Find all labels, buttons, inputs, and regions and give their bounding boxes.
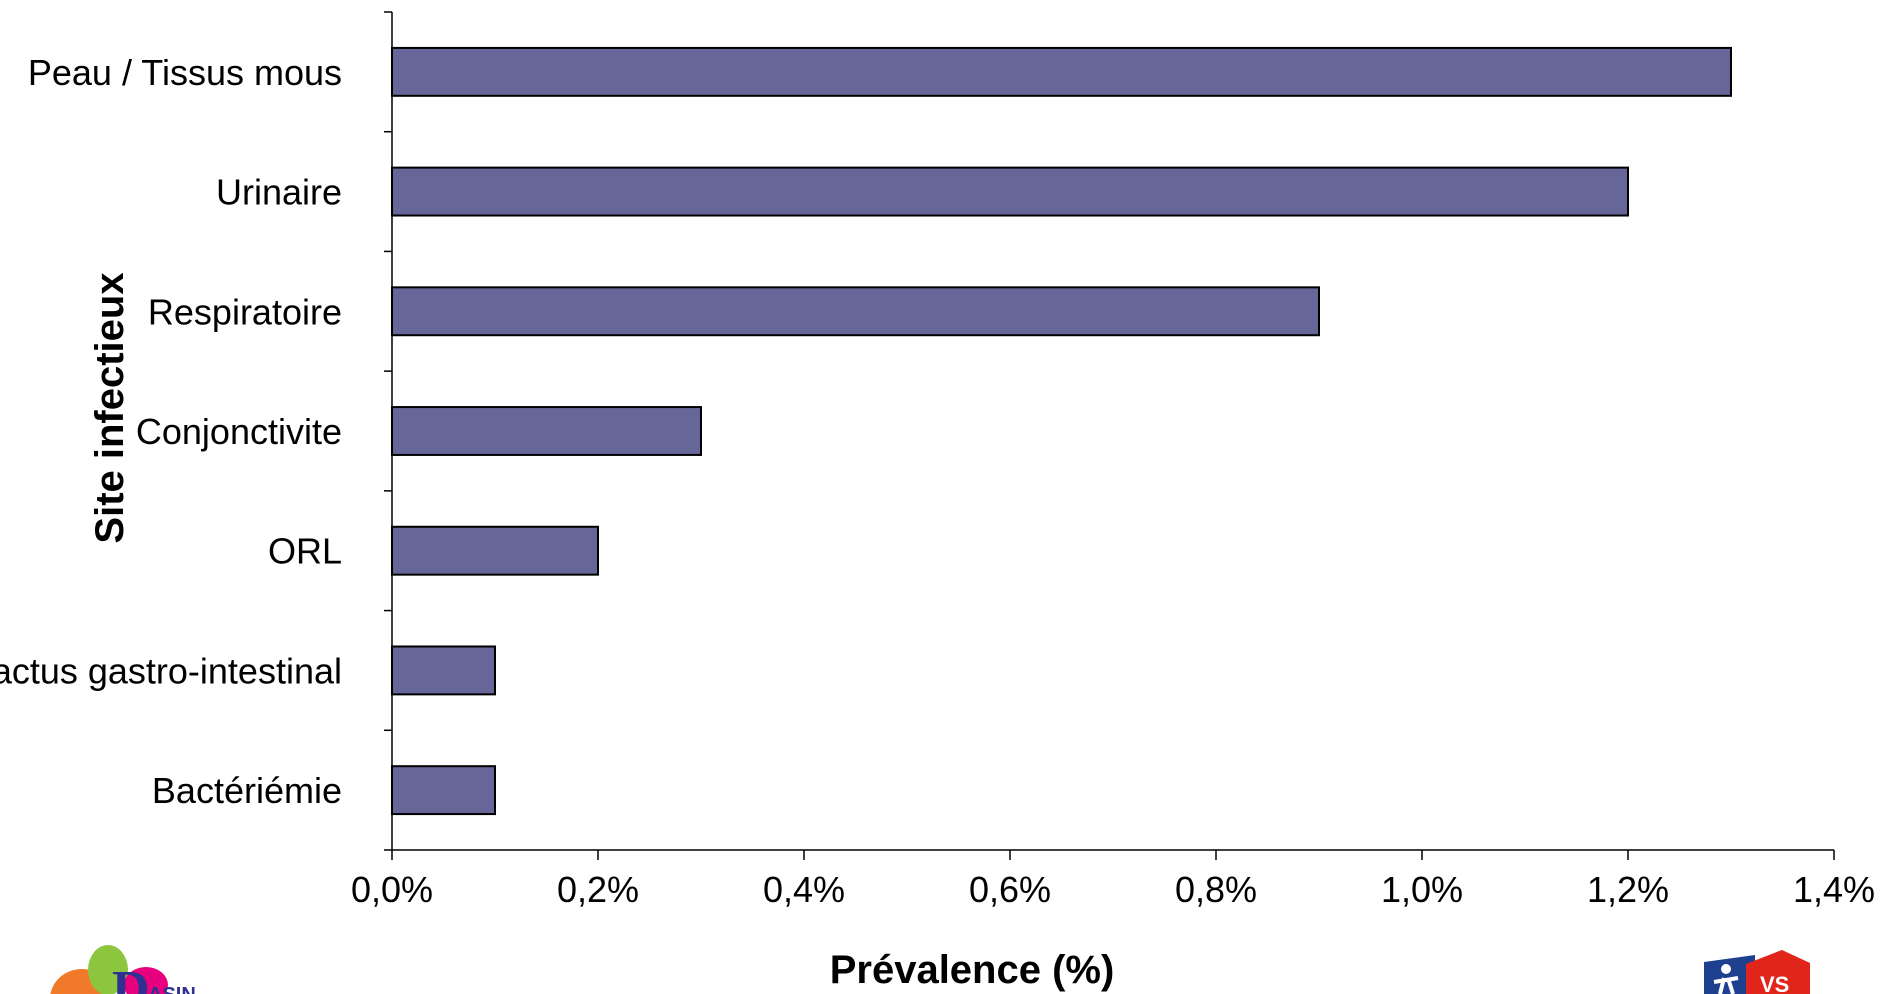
category-label: Respiratoire — [148, 291, 342, 332]
x-axis-title: Prévalence (%) — [830, 948, 1115, 992]
bar — [391, 645, 496, 696]
x-tick-label: 1,4% — [1793, 869, 1875, 910]
category-label: ORL — [268, 531, 342, 572]
bar — [391, 286, 1320, 337]
logo-right: VS — [1704, 950, 1810, 994]
category-label: Urinaire — [216, 172, 342, 213]
bars — [391, 46, 1732, 816]
bar — [391, 406, 702, 456]
svg-text:D: D — [112, 961, 150, 994]
category-label: Bactériémie — [152, 770, 342, 811]
x-tick-label: 0,8% — [1175, 869, 1257, 910]
x-tick-label: 1,2% — [1587, 869, 1669, 910]
x-tick-label: 0,6% — [969, 869, 1051, 910]
category-label: Tractus gastro-intestinal — [0, 650, 342, 691]
bar — [391, 46, 1732, 97]
logo-left: D ASIN — [50, 945, 196, 994]
bar — [391, 166, 1629, 217]
bar — [391, 525, 599, 576]
bar — [391, 765, 496, 816]
category-label: Peau / Tissus mous — [28, 52, 342, 93]
svg-text:VS: VS — [1760, 972, 1789, 994]
x-tick-label: 0,4% — [763, 869, 845, 910]
x-tick-label: 0,0% — [351, 869, 433, 910]
category-label: Conjonctivite — [136, 411, 342, 452]
svg-text:ASIN: ASIN — [148, 984, 196, 994]
category-labels: Peau / Tissus mous Urinaire Respiratoire Co… — [0, 52, 342, 811]
x-tick-label: 0,2% — [557, 869, 639, 910]
y-axis-title: Site infectieux — [88, 272, 132, 543]
x-tick-labels: 0,0% 0,2% 0,4% 0,6% 0,8% 1,0% 1,2% 1,4% — [351, 869, 1875, 910]
x-tick-label: 1,0% — [1381, 869, 1463, 910]
